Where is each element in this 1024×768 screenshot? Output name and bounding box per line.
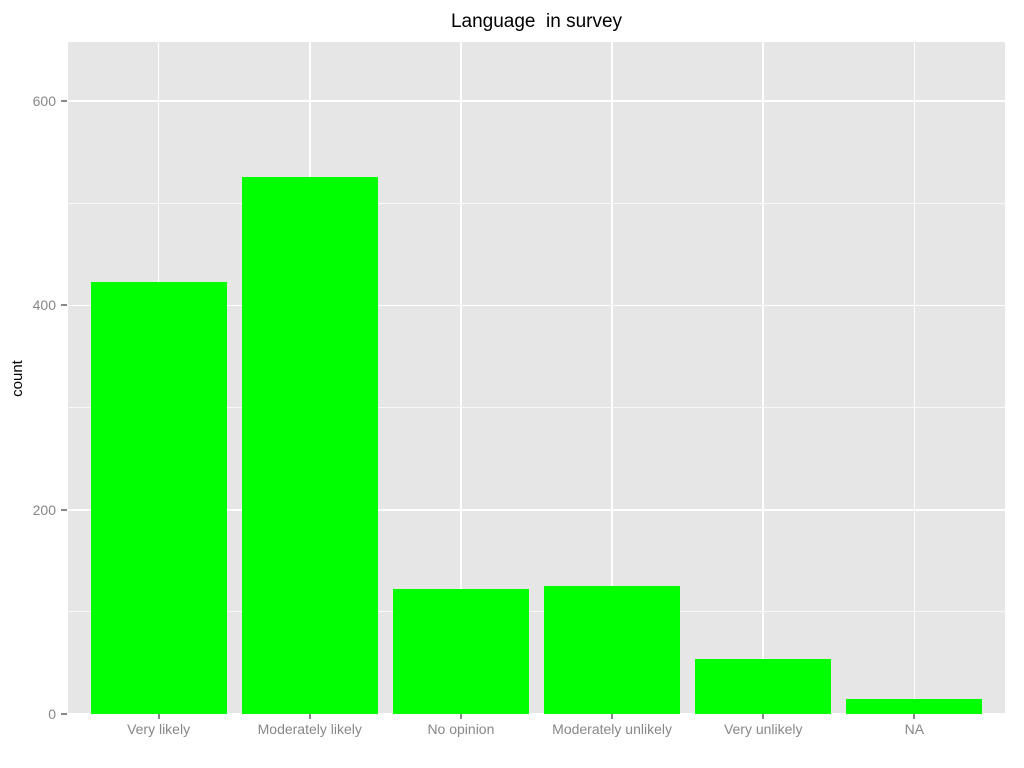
x-tick-mark-5 [762,714,765,719]
x-tick-mark-1 [157,714,160,719]
bar-slot-4 [537,42,688,714]
x-tick-mark-3 [459,714,462,719]
y-tick-mark-600 [61,100,67,103]
gridline-major-y-200 [68,508,1005,511]
x-tick-label-6: NA [904,721,925,737]
bar-slot-3 [385,42,536,714]
x-tick-mark-6 [913,714,916,719]
gridline-major-x-6 [913,42,916,714]
x-tick-label-4: Moderately unlikely [552,721,672,737]
bars-layer [68,42,1005,714]
x-tick-label-5: Very unlikely [723,721,803,737]
x-tick-mark-4 [611,714,614,719]
bar-4 [544,586,681,714]
y-tick-label-200: 200 [32,501,56,518]
bar-5 [695,658,832,714]
chart-title: Language in survey [450,11,623,32]
x-tick-label-2: Moderately likely [257,721,362,737]
gridline-major-y-600 [68,100,1005,103]
gridline-minor-y-300 [68,407,1005,409]
bar-slot-5 [688,42,839,714]
y-tick-label-600: 600 [32,93,56,110]
bar-slot-2 [234,42,385,714]
gridline-major-y-0 [68,713,1005,714]
gridline-minor-y-100 [68,611,1005,613]
bar-2 [241,176,378,714]
y-axis-title-area: count [0,42,34,714]
x-tick-label-1: Very likely [127,721,191,737]
y-tick-mark-400 [61,304,67,307]
bar-slot-1 [83,42,234,714]
x-tick-mark-2 [308,714,311,719]
bar-slot-6 [839,42,990,714]
x-tick-label-3: No opinion [427,721,495,737]
gridline-major-y-400 [68,304,1005,307]
gridline-major-x-4 [611,42,613,714]
y-tick-label-0: 0 [48,706,56,722]
gridline-major-x-5 [762,42,765,714]
gridline-minor-y-500 [68,202,1005,204]
y-axis-title: count [8,359,26,397]
plot-panel [68,42,1005,714]
y-tick-mark-0 [61,713,67,715]
bar-6 [846,698,983,714]
bar-1 [90,282,227,714]
gridline-major-x-3 [460,42,462,714]
y-tick-label-400: 400 [32,297,56,314]
bar-3 [392,589,529,714]
y-tick-mark-200 [61,508,67,511]
